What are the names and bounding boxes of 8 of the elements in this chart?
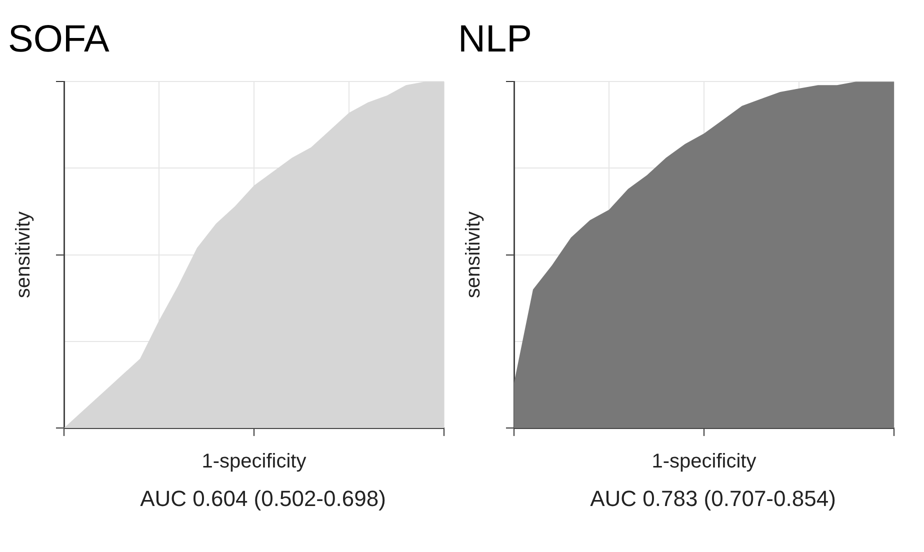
text: AUC 0.604 (0.502-0.698) bbox=[139, 486, 387, 512]
x-axis-title: 1-specificity bbox=[202, 450, 306, 473]
y-axis-title: sensitivity bbox=[462, 211, 485, 298]
chart-title: NLP bbox=[458, 18, 532, 60]
x-axis-title: 1-specificity bbox=[652, 450, 756, 473]
text: AUC 0.783 (0.707-0.854) bbox=[589, 486, 837, 512]
chart-title: SOFA bbox=[8, 18, 110, 60]
y-axis-title: sensitivity bbox=[12, 211, 35, 298]
